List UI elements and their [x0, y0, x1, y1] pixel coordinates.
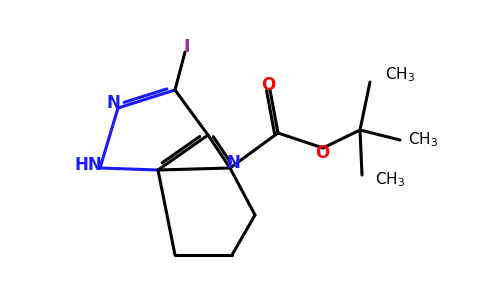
- Text: CH$_3$: CH$_3$: [385, 66, 415, 84]
- Text: O: O: [315, 144, 329, 162]
- Text: CH$_3$: CH$_3$: [375, 171, 405, 189]
- Text: CH$_3$: CH$_3$: [408, 131, 438, 149]
- Text: HN: HN: [74, 156, 102, 174]
- Text: I: I: [184, 38, 190, 56]
- Text: N: N: [226, 154, 240, 172]
- Text: N: N: [106, 94, 120, 112]
- Text: O: O: [261, 76, 275, 94]
